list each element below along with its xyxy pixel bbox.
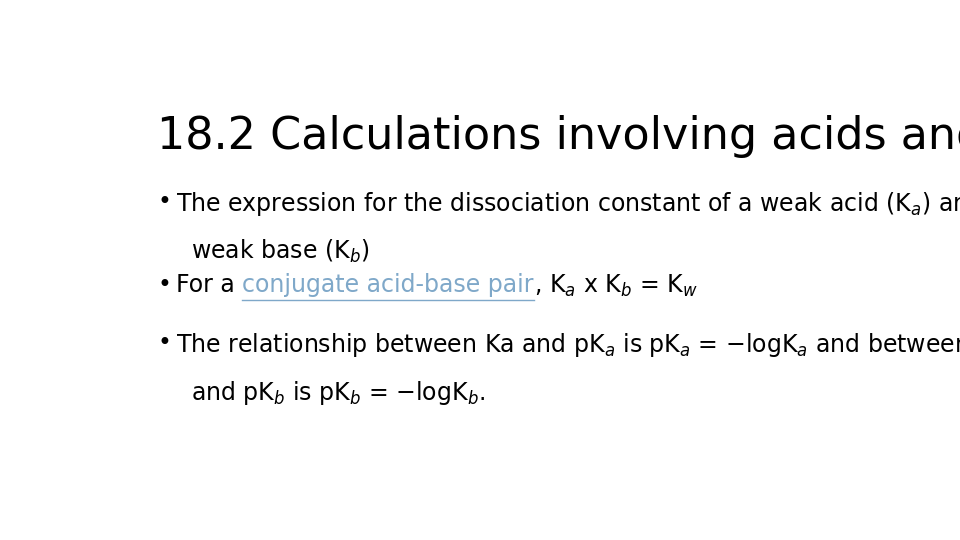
Text: •: •	[157, 273, 171, 296]
Text: The relationship between Ka and pK$_a$ is pK$_a$ = $-$logK$_a$ and between K$_b$: The relationship between Ka and pK$_a$ i…	[176, 331, 960, 359]
Text: The expression for the dissociation constant of a weak acid (K$_a$) and a: The expression for the dissociation cons…	[176, 190, 960, 218]
Text: conjugate acid-base pair: conjugate acid-base pair	[242, 273, 534, 296]
Text: •: •	[157, 331, 171, 355]
Text: and pK$_b$ is pK$_b$ = $-$logK$_b$.: and pK$_b$ is pK$_b$ = $-$logK$_b$.	[191, 379, 485, 407]
Text: 18.2 Calculations involving acids and bases: 18.2 Calculations involving acids and ba…	[157, 114, 960, 158]
Text: weak base (K$_b$): weak base (K$_b$)	[191, 238, 370, 265]
Text: For a: For a	[176, 273, 242, 296]
Text: , K$_a$ x K$_b$ = K$_w$: , K$_a$ x K$_b$ = K$_w$	[534, 273, 697, 299]
Text: •: •	[157, 190, 171, 213]
